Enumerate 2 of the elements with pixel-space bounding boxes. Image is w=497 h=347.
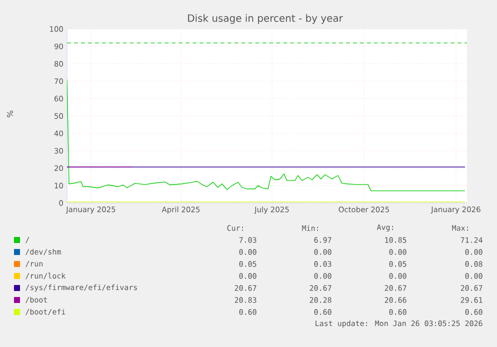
- chart-title: Disk usage in percent - by year: [188, 14, 343, 24]
- line-series: [67, 79, 466, 192]
